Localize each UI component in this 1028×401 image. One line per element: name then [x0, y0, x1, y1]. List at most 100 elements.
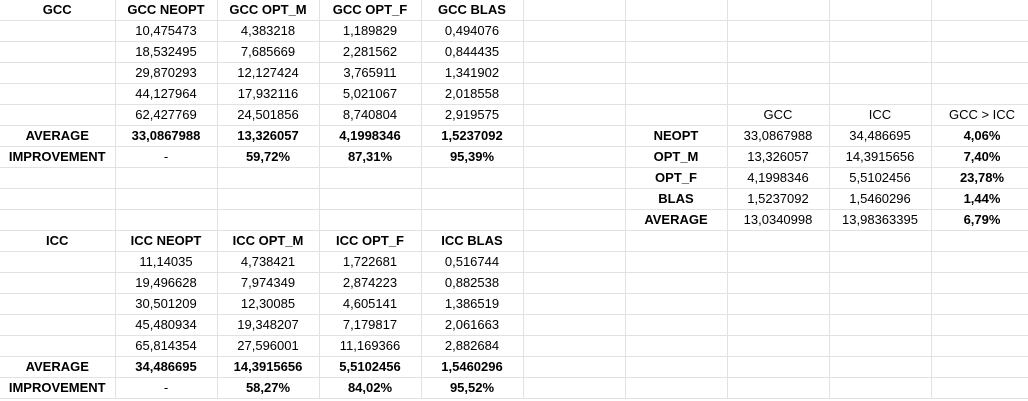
icc-average-cell[interactable]: 14,3915656	[217, 356, 320, 378]
empty-cell[interactable]	[625, 41, 728, 63]
icc-data-cell[interactable]: 1,722681	[319, 251, 422, 273]
compare-icc-cell[interactable]: 1,5460296	[829, 188, 932, 210]
compare-row-label[interactable]: BLAS	[625, 188, 728, 210]
gcc-data-cell[interactable]: 29,870293	[115, 62, 218, 84]
gcc-average-label[interactable]: AVERAGE	[0, 125, 116, 147]
icc-header-cell[interactable]: ICC BLAS	[421, 230, 524, 252]
icc-improvement-cell[interactable]: 84,02%	[319, 377, 422, 399]
empty-cell[interactable]	[829, 314, 932, 336]
icc-data-cell[interactable]: 0,516744	[421, 251, 524, 273]
icc-improvement-cell[interactable]: -	[115, 377, 218, 399]
empty-cell[interactable]	[727, 251, 830, 273]
empty-cell[interactable]	[727, 83, 830, 105]
empty-cell[interactable]	[523, 83, 626, 105]
empty-cell[interactable]	[523, 377, 626, 399]
empty-cell[interactable]	[625, 104, 728, 126]
compare-diff-cell[interactable]: 7,40%	[931, 146, 1028, 168]
empty-cell[interactable]	[115, 188, 218, 210]
empty-cell[interactable]	[0, 167, 116, 189]
empty-cell[interactable]	[0, 188, 116, 210]
empty-cell[interactable]	[829, 272, 932, 294]
empty-cell[interactable]	[523, 356, 626, 378]
empty-cell[interactable]	[0, 83, 116, 105]
empty-cell[interactable]	[727, 20, 830, 42]
gcc-title-cell[interactable]: GCC	[0, 0, 116, 21]
gcc-data-cell[interactable]: 2,018558	[421, 83, 524, 105]
icc-improvement-cell[interactable]: 95,52%	[421, 377, 524, 399]
empty-cell[interactable]	[727, 230, 830, 252]
empty-cell[interactable]	[829, 62, 932, 84]
icc-average-label[interactable]: AVERAGE	[0, 356, 116, 378]
empty-cell[interactable]	[319, 188, 422, 210]
empty-cell[interactable]	[931, 314, 1028, 336]
empty-cell[interactable]	[727, 272, 830, 294]
gcc-data-cell[interactable]: 3,765911	[319, 62, 422, 84]
icc-data-cell[interactable]: 7,974349	[217, 272, 320, 294]
icc-data-cell[interactable]: 27,596001	[217, 335, 320, 357]
compare-row-label[interactable]: NEOPT	[625, 125, 728, 147]
compare-header-cell[interactable]: ICC	[829, 104, 932, 126]
gcc-data-cell[interactable]: 1,189829	[319, 20, 422, 42]
empty-cell[interactable]	[931, 356, 1028, 378]
empty-cell[interactable]	[625, 62, 728, 84]
empty-cell[interactable]	[931, 62, 1028, 84]
icc-data-cell[interactable]: 2,874223	[319, 272, 422, 294]
empty-cell[interactable]	[829, 20, 932, 42]
gcc-average-cell[interactable]: 4,1998346	[319, 125, 422, 147]
empty-cell[interactable]	[829, 356, 932, 378]
empty-cell[interactable]	[625, 335, 728, 357]
gcc-data-cell[interactable]: 4,383218	[217, 20, 320, 42]
gcc-data-cell[interactable]: 8,740804	[319, 104, 422, 126]
gcc-data-cell[interactable]: 10,475473	[115, 20, 218, 42]
empty-cell[interactable]	[523, 20, 626, 42]
empty-cell[interactable]	[829, 41, 932, 63]
icc-data-cell[interactable]: 30,501209	[115, 293, 218, 315]
gcc-data-cell[interactable]: 7,685669	[217, 41, 320, 63]
empty-cell[interactable]	[727, 377, 830, 399]
empty-cell[interactable]	[523, 335, 626, 357]
empty-cell[interactable]	[217, 209, 320, 231]
icc-average-cell[interactable]: 34,486695	[115, 356, 218, 378]
empty-cell[interactable]	[523, 293, 626, 315]
gcc-data-cell[interactable]: 2,919575	[421, 104, 524, 126]
empty-cell[interactable]	[523, 62, 626, 84]
empty-cell[interactable]	[115, 167, 218, 189]
empty-cell[interactable]	[625, 251, 728, 273]
gcc-header-cell[interactable]: GCC OPT_F	[319, 0, 422, 21]
empty-cell[interactable]	[829, 293, 932, 315]
empty-cell[interactable]	[0, 335, 116, 357]
compare-header-cell[interactable]: GCC	[727, 104, 830, 126]
icc-header-cell[interactable]: ICC OPT_M	[217, 230, 320, 252]
icc-header-cell[interactable]: ICC NEOPT	[115, 230, 218, 252]
compare-gcc-cell[interactable]: 1,5237092	[727, 188, 830, 210]
icc-improvement-label[interactable]: IMPROVEMENT	[0, 377, 116, 399]
compare-diff-cell[interactable]: 23,78%	[931, 167, 1028, 189]
empty-cell[interactable]	[0, 314, 116, 336]
icc-data-cell[interactable]: 4,605141	[319, 293, 422, 315]
empty-cell[interactable]	[625, 230, 728, 252]
empty-cell[interactable]	[625, 0, 728, 21]
compare-diff-cell[interactable]: 4,06%	[931, 125, 1028, 147]
gcc-data-cell[interactable]: 12,127424	[217, 62, 320, 84]
icc-average-cell[interactable]: 1,5460296	[421, 356, 524, 378]
gcc-data-cell[interactable]: 1,341902	[421, 62, 524, 84]
empty-cell[interactable]	[217, 188, 320, 210]
empty-cell[interactable]	[931, 230, 1028, 252]
empty-cell[interactable]	[421, 188, 524, 210]
empty-cell[interactable]	[727, 293, 830, 315]
empty-cell[interactable]	[727, 62, 830, 84]
empty-cell[interactable]	[625, 83, 728, 105]
empty-cell[interactable]	[0, 293, 116, 315]
empty-cell[interactable]	[0, 62, 116, 84]
icc-data-cell[interactable]: 45,480934	[115, 314, 218, 336]
compare-gcc-cell[interactable]: 13,326057	[727, 146, 830, 168]
empty-cell[interactable]	[523, 0, 626, 21]
compare-gcc-cell[interactable]: 33,0867988	[727, 125, 830, 147]
gcc-data-cell[interactable]: 44,127964	[115, 83, 218, 105]
icc-data-cell[interactable]: 19,348207	[217, 314, 320, 336]
empty-cell[interactable]	[625, 20, 728, 42]
gcc-data-cell[interactable]: 24,501856	[217, 104, 320, 126]
empty-cell[interactable]	[523, 272, 626, 294]
empty-cell[interactable]	[523, 188, 626, 210]
empty-cell[interactable]	[829, 377, 932, 399]
